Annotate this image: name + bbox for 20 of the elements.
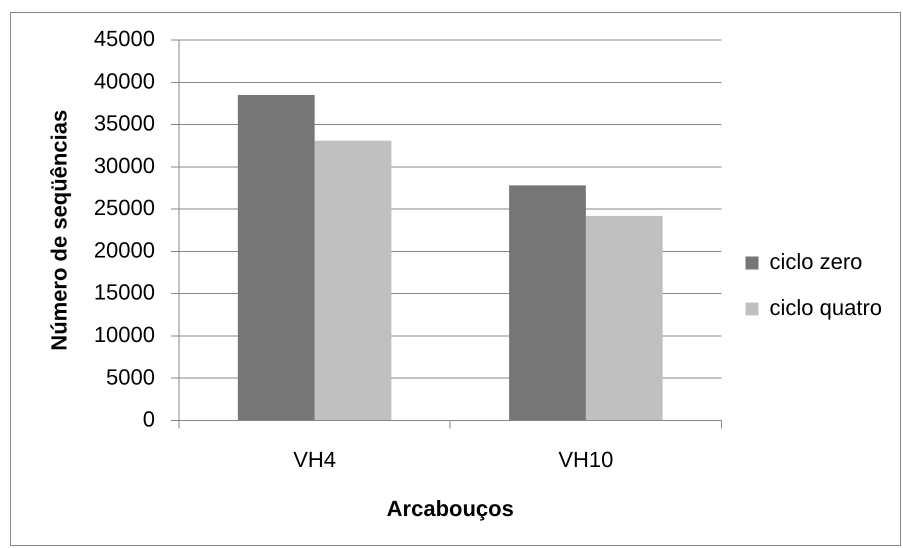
x-axis-title: Arcabouços: [386, 496, 514, 521]
legend-label: ciclo zero: [769, 249, 862, 274]
x-tick-label: VH4: [293, 446, 336, 472]
y-tick-label: 30000: [94, 152, 155, 178]
y-tick-label: 0: [142, 406, 155, 432]
y-tick-label: 5000: [106, 364, 155, 390]
bar: [238, 94, 315, 420]
bar: [586, 216, 663, 420]
y-tick-label: 35000: [94, 110, 155, 136]
y-tick-label: 20000: [94, 237, 155, 262]
y-axis-title: Número de seqüências: [46, 110, 72, 351]
bar: [314, 140, 392, 420]
x-tick-label: VH10: [558, 446, 614, 472]
y-tick-label: 25000: [94, 195, 155, 220]
bar: [509, 185, 586, 420]
legend-label: ciclo quatro: [769, 295, 882, 320]
y-tick-label: 45000: [94, 26, 155, 52]
y-tick-label: 40000: [94, 68, 155, 94]
y-tick-label: 10000: [94, 322, 155, 348]
y-tick-label: 15000: [94, 280, 155, 305]
